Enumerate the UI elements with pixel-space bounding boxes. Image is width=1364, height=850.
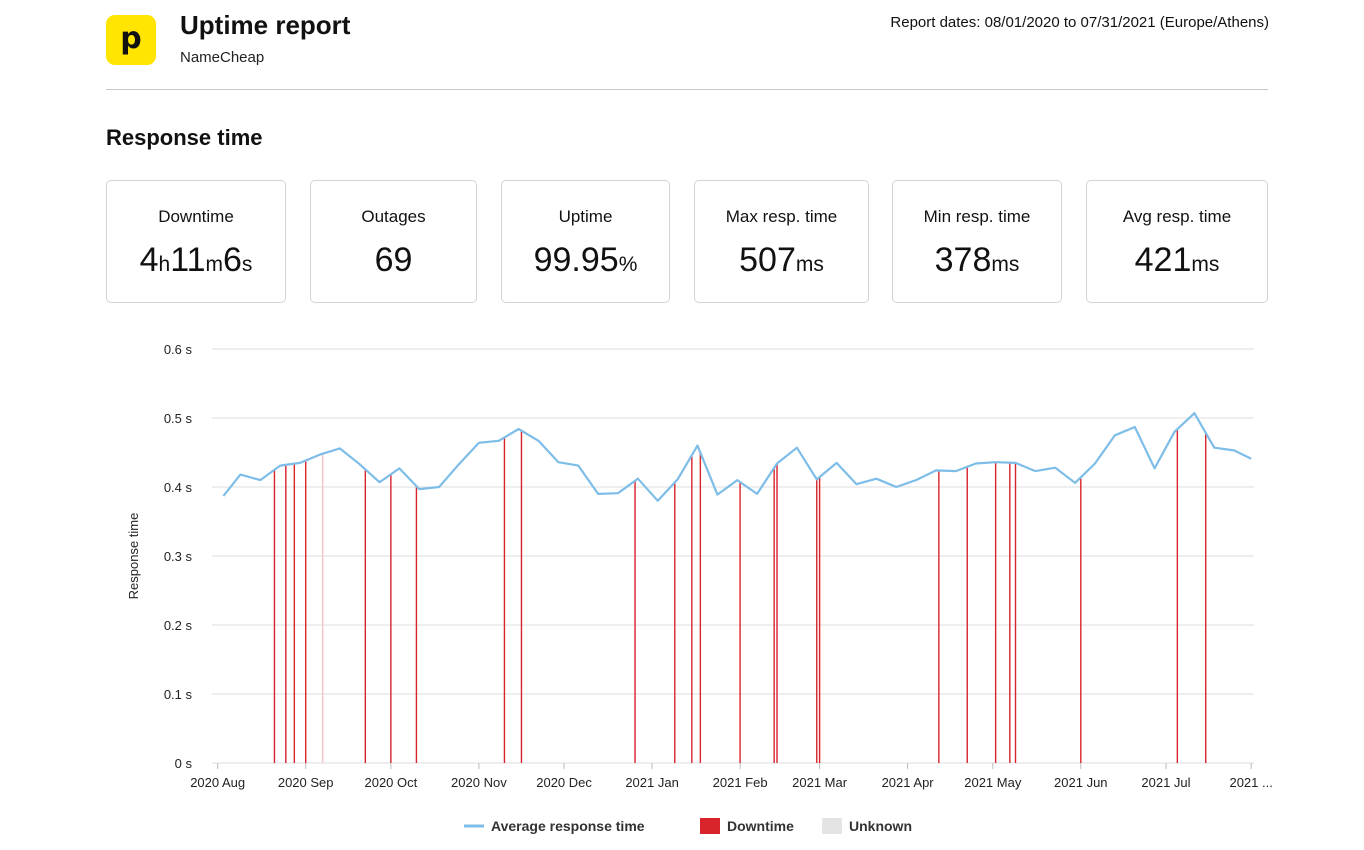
y-tick-label: 0.6 s xyxy=(164,342,193,357)
stats-cards: Downtime 4h11m6s Outages 69 Uptime 99.95… xyxy=(106,180,1268,305)
y-tick-label: 0.4 s xyxy=(164,480,193,495)
stat-number: 11 xyxy=(170,241,206,279)
stat-value: 4h11m6s xyxy=(107,241,285,280)
brand-logo: p xyxy=(106,15,156,65)
x-tick-label: 2021 Jul xyxy=(1141,775,1190,790)
stat-label: Avg resp. time xyxy=(1122,207,1232,226)
response-time-chart: 0 s 0.1 s 0.2 s 0.3 s 0.4 s 0.5 s 0.6 s 2020 Au… xyxy=(126,342,1273,834)
stat-card-downtime: Downtime 4h11m6s xyxy=(106,180,286,303)
x-tick-label: 2020 Oct xyxy=(364,775,417,790)
y-tick-label: 0.2 s xyxy=(164,618,193,633)
series-line-average-response-time xyxy=(222,412,1252,502)
stat-unit: m xyxy=(205,253,223,276)
x-tick-label: 2021 May xyxy=(964,775,1022,790)
stat-value: 69 xyxy=(311,241,476,280)
x-tick-label: 2021 Mar xyxy=(792,775,848,790)
x-tick-label: 2020 Dec xyxy=(536,775,592,790)
x-tick-label: 2021 Apr xyxy=(882,775,935,790)
x-tick-label: 2020 Sep xyxy=(278,775,334,790)
monitor-name: NameCheap xyxy=(180,49,265,66)
stat-value: 421ms xyxy=(1087,241,1267,280)
legend-label-unknown: Unknown xyxy=(849,818,912,834)
stat-number: 99.95 xyxy=(533,241,619,279)
stat-unit: % xyxy=(618,253,638,276)
stat-unit: h xyxy=(158,253,171,276)
stat-unit: ms xyxy=(991,253,1020,276)
stat-label: Uptime xyxy=(558,207,613,226)
y-tick-label: 0 s xyxy=(175,756,193,771)
stat-number: 6 xyxy=(222,241,242,279)
stat-label: Downtime xyxy=(158,207,234,226)
x-tick-label: 2021 ... xyxy=(1229,775,1272,790)
stat-card-avg-resp: Avg resp. time 421ms xyxy=(1086,180,1268,303)
x-tick-label: 2020 Aug xyxy=(190,775,245,790)
stat-card-uptime: Uptime 99.95% xyxy=(501,180,670,303)
stat-number: 4 xyxy=(139,241,159,279)
legend-swatch-downtime xyxy=(700,818,720,834)
legend-label-line: Average response time xyxy=(491,818,645,834)
stat-unit: ms xyxy=(1191,253,1220,276)
page-title: Uptime report xyxy=(180,10,351,40)
stat-unit: s xyxy=(241,253,253,276)
stat-card-max-resp: Max resp. time 507ms xyxy=(694,180,869,303)
stat-number: 507 xyxy=(739,241,796,279)
stat-value: 378ms xyxy=(893,241,1061,280)
x-tick-label: 2021 Feb xyxy=(713,775,768,790)
logo-letter: p xyxy=(120,20,142,56)
stat-value: 507ms xyxy=(695,241,868,280)
y-tick-label: 0.3 s xyxy=(164,549,193,564)
y-tick-label: 0.1 s xyxy=(164,687,193,702)
x-tick-label: 2021 Jun xyxy=(1054,775,1108,790)
x-tick-label: 2021 Jan xyxy=(625,775,679,790)
legend-label-downtime: Downtime xyxy=(727,818,794,834)
header-divider xyxy=(106,89,1268,90)
stat-number: 69 xyxy=(374,241,413,279)
stat-unit: ms xyxy=(795,253,824,276)
stat-number: 421 xyxy=(1134,241,1192,279)
report-dates: Report dates: 08/01/2020 to 07/31/2021 (… xyxy=(890,14,1269,31)
section-title: Response time xyxy=(106,125,263,150)
stat-label: Min resp. time xyxy=(923,207,1031,226)
stat-number: 378 xyxy=(934,241,992,279)
y-axis-label: Response time xyxy=(126,513,141,600)
stat-value: 99.95% xyxy=(502,241,669,280)
stat-label: Outages xyxy=(361,207,426,226)
stat-label: Max resp. time xyxy=(725,207,838,226)
legend-swatch-unknown xyxy=(822,818,842,834)
y-tick-label: 0.5 s xyxy=(164,411,193,426)
stat-card-outages: Outages 69 xyxy=(310,180,477,303)
stat-card-min-resp: Min resp. time 378ms xyxy=(892,180,1062,303)
x-tick-label: 2020 Nov xyxy=(451,775,507,790)
